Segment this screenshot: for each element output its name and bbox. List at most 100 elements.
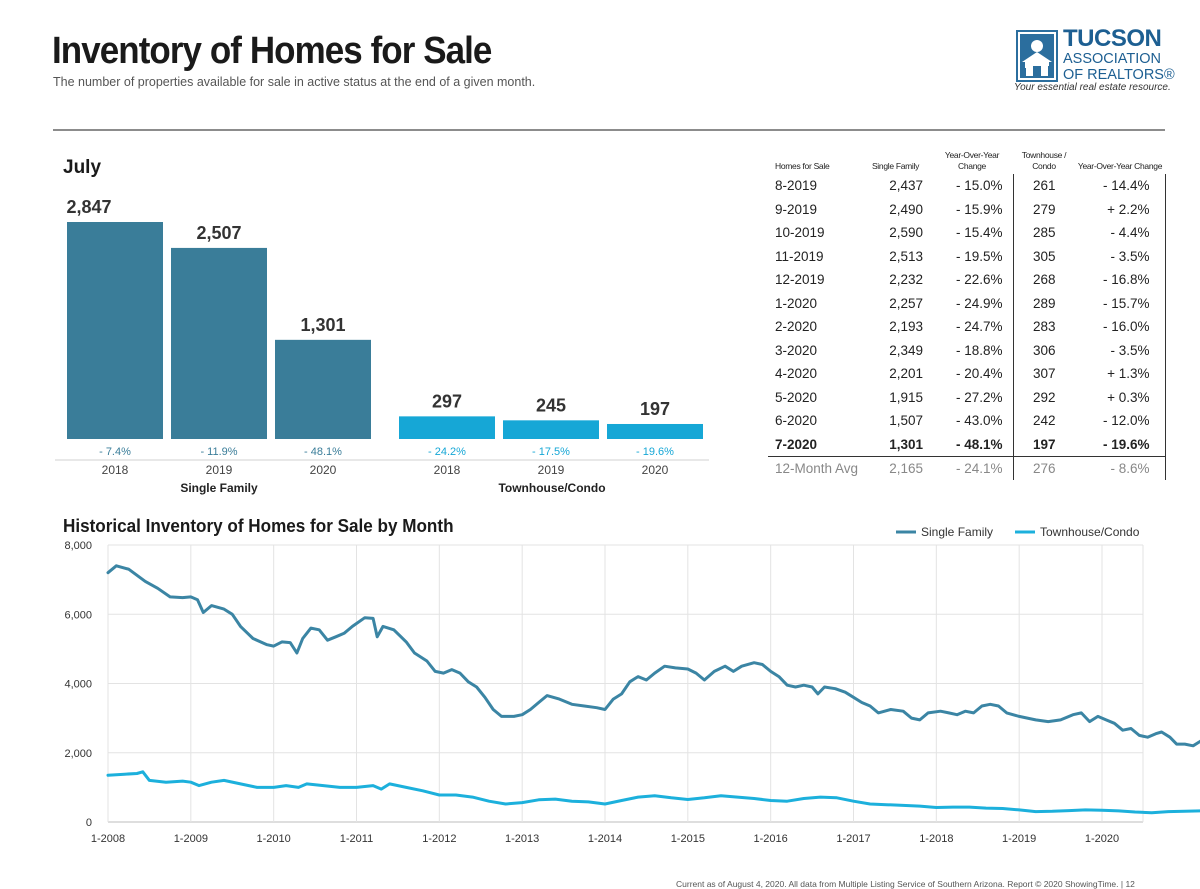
table-cell: 1,915 xyxy=(889,389,923,405)
table-cell: - 15.0% xyxy=(931,174,1014,198)
x-tick-label: 1-2010 xyxy=(257,833,291,845)
logo-emblem-icon xyxy=(1016,30,1058,82)
bar xyxy=(275,339,371,439)
table-cell: 1,301 xyxy=(889,436,923,452)
table-row: 3-2020 2,349 - 18.8% 306 - 3.5% xyxy=(768,338,1166,362)
july-bar-chart: 2,847 - 7.4% 2018 2,507 - 11.9% 2019 1,301 - 48… xyxy=(55,197,709,495)
col-header-townhouse: Townhouse / Condo xyxy=(1021,150,1067,171)
x-tick-label: 1-2014 xyxy=(588,833,622,845)
x-tick-label: 1-2008 xyxy=(91,833,125,845)
table-cell: 7-2020 xyxy=(775,436,818,452)
table-cell: - 8.6% xyxy=(1075,455,1166,480)
table-row: 8-2019 2,437 - 15.0% 261 - 14.4% xyxy=(768,174,1166,198)
table-cell: 4-2020 xyxy=(775,366,818,382)
bar xyxy=(171,247,267,439)
legend-label: Townhouse/Condo xyxy=(1040,525,1140,539)
table-cell: - 3.5% xyxy=(1075,244,1166,268)
table-row: 2-2020 2,193 - 24.7% 283 - 16.0% xyxy=(768,315,1166,339)
table-cell: - 12.0% xyxy=(1075,409,1166,433)
table-cell: 6-2020 xyxy=(775,413,818,429)
table-cell: + 2.2% xyxy=(1075,197,1166,221)
bar-category-label: 2020 xyxy=(642,463,669,477)
table-cell: 9-2019 xyxy=(775,201,818,217)
table-cell: 307 xyxy=(1032,366,1056,382)
table-cell: - 48.1% xyxy=(931,432,1014,456)
table-cell: 2,490 xyxy=(889,201,923,217)
table-cell: - 16.8% xyxy=(1075,268,1166,292)
y-tick-label: 6,000 xyxy=(64,609,92,621)
table-cell: 285 xyxy=(1032,225,1056,241)
table-row: 10-2019 2,590 - 15.4% 285 - 4.4% xyxy=(768,221,1166,245)
table-cell: - 16.0% xyxy=(1075,315,1166,339)
table-cell: 2,193 xyxy=(889,319,923,335)
monthly-inventory-table: Homes for Sale Single Family Year-Over-Y… xyxy=(768,150,1166,480)
table-cell: - 15.9% xyxy=(931,197,1014,221)
bar-category-label: 2018 xyxy=(102,463,129,477)
table-row: 12-2019 2,232 - 22.6% 268 - 16.8% xyxy=(768,268,1166,292)
table-cell: - 24.1% xyxy=(931,455,1014,480)
x-tick-label: 1-2019 xyxy=(1002,833,1036,845)
col-header-th-yoy: Year-Over-Year Change xyxy=(1077,161,1163,171)
bar-category-label: 2019 xyxy=(538,463,565,477)
table-cell: 2,590 xyxy=(889,225,923,241)
table-cell: 197 xyxy=(1032,436,1056,452)
bar-change-label: - 24.2% xyxy=(428,446,466,458)
x-tick-label: 1-2015 xyxy=(671,833,705,845)
table-cell: 305 xyxy=(1032,248,1056,264)
logo-tagline: Your essential real estate resource. xyxy=(1014,82,1171,93)
bar-value-label: 197 xyxy=(640,399,670,419)
table-cell: 2,165 xyxy=(860,455,931,480)
page-subtitle: The number of properties available for s… xyxy=(53,75,536,89)
bar xyxy=(67,222,163,439)
table-cell: + 0.3% xyxy=(1075,385,1166,409)
table-cell: 306 xyxy=(1032,342,1056,358)
y-tick-label: 8,000 xyxy=(64,540,92,552)
bar-value-label: 2,507 xyxy=(196,223,241,243)
table-row: 11-2019 2,513 - 19.5% 305 - 3.5% xyxy=(768,244,1166,268)
table-cell: - 22.6% xyxy=(931,268,1014,292)
table-cell: 283 xyxy=(1032,319,1056,335)
bar-value-label: 245 xyxy=(536,395,566,415)
bar-value-label: 1,301 xyxy=(300,315,345,335)
table-cell: 2,437 xyxy=(889,178,923,194)
table-cell: 261 xyxy=(1032,178,1056,194)
bar xyxy=(607,423,703,439)
table-cell: 2,513 xyxy=(889,248,923,264)
table-cell: 242 xyxy=(1032,413,1056,429)
table-cell: - 3.5% xyxy=(1075,338,1166,362)
table-cell: - 19.5% xyxy=(931,244,1014,268)
table-row: 1-2020 2,257 - 24.9% 289 - 15.7% xyxy=(768,291,1166,315)
bar-change-label: - 11.9% xyxy=(200,446,237,458)
table-cell: 289 xyxy=(1032,295,1056,311)
table-cell: 8-2019 xyxy=(775,178,818,194)
table-row: 5-2020 1,915 - 27.2% 292 + 0.3% xyxy=(768,385,1166,409)
table-cell: - 24.9% xyxy=(931,291,1014,315)
x-tick-label: 1-2011 xyxy=(340,833,373,845)
table-row: 4-2020 2,201 - 20.4% 307 + 1.3% xyxy=(768,362,1166,386)
y-tick-label: 4,000 xyxy=(64,679,92,691)
bar-value-label: 297 xyxy=(432,391,462,411)
table-row: 9-2019 2,490 - 15.9% 279 + 2.2% xyxy=(768,197,1166,221)
x-tick-label: 1-2018 xyxy=(919,833,953,845)
table-cell: - 43.0% xyxy=(931,409,1014,433)
historical-line-chart: 0 2,000 4,000 6,000 8,000 1-2008 1-2009 1-2010 1… xyxy=(64,525,1200,845)
table-cell: - 14.4% xyxy=(1075,174,1166,198)
table-cell: 2-2020 xyxy=(775,319,818,335)
table-row: 6-2020 1,507 - 43.0% 242 - 12.0% xyxy=(768,409,1166,433)
table-cell: 1,507 xyxy=(889,413,923,429)
tucson-realtors-logo: TUCSON ASSOCIATION OF REALTORS® Your ess… xyxy=(1013,25,1175,95)
x-tick-label: 1-2016 xyxy=(754,833,788,845)
table-cell: - 4.4% xyxy=(1075,221,1166,245)
col-header-single-family: Single Family xyxy=(871,161,920,171)
table-cell: - 19.6% xyxy=(1075,432,1166,456)
series-line xyxy=(106,564,1200,748)
table-cell: 11-2019 xyxy=(775,248,824,264)
x-tick-label: 1-2020 xyxy=(1085,833,1119,845)
table-cell: 292 xyxy=(1032,389,1056,405)
table-header-row: Homes for Sale Single Family Year-Over-Y… xyxy=(768,150,1165,174)
table-cell: 276 xyxy=(1013,455,1075,480)
table-cell: 268 xyxy=(1032,272,1056,288)
table-cell: - 15.4% xyxy=(931,221,1014,245)
bar-category-label: 2020 xyxy=(310,463,337,477)
legend-label: Single Family xyxy=(921,525,993,539)
